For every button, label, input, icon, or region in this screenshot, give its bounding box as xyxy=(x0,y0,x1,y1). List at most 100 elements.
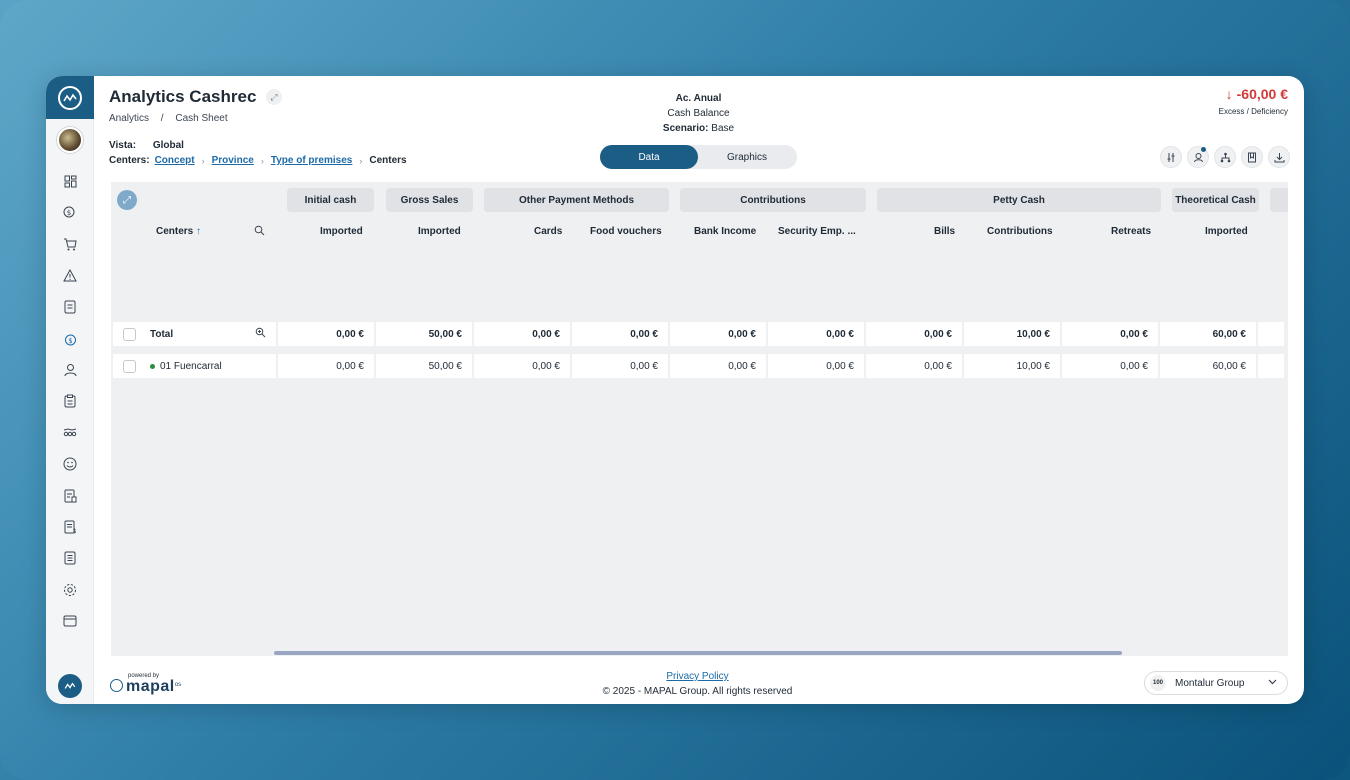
col-theoretical-imported[interactable]: Imported xyxy=(1205,226,1248,237)
col-security-emp[interactable]: Security Emp. ... xyxy=(778,226,856,237)
excess-deficiency-label: Excess / Deficiency xyxy=(1218,107,1288,116)
company-selector[interactable]: 100 Montalur Group xyxy=(1144,671,1288,695)
row-name: 01 Fuencarral xyxy=(160,360,222,372)
search-icon[interactable] xyxy=(254,225,265,239)
privacy-policy-link[interactable]: Privacy Policy xyxy=(666,671,729,682)
smile-icon[interactable] xyxy=(46,449,94,480)
data-grid: ⤢ Initial cash Gross Sales Other Payment… xyxy=(111,182,1288,656)
group-theoretical-cash: Theoretical Cash xyxy=(1172,188,1259,212)
centers-label: Centers: xyxy=(109,155,150,166)
col-bills[interactable]: Bills xyxy=(934,226,956,237)
notification-dot xyxy=(1201,147,1206,152)
document-icon[interactable] xyxy=(46,292,94,323)
svg-text:$: $ xyxy=(68,337,72,345)
excess-deficiency-value: -60,00 € xyxy=(1236,86,1288,102)
centers-link-type-of-premises[interactable]: Type of premises xyxy=(270,155,353,166)
card-icon[interactable] xyxy=(46,605,94,636)
row-name-cell: 01 Fuencarral xyxy=(113,354,278,378)
bookmark-icon[interactable] xyxy=(1241,146,1263,168)
table-cell: 60,00 € xyxy=(1160,322,1258,346)
report-info: Ac. Anual Cash Balance Scenario: Base xyxy=(626,91,771,136)
centers-link-concept[interactable]: Concept xyxy=(154,155,195,166)
table-cell: 0,00 € xyxy=(670,354,768,378)
sidebar-nav: $ $ $ xyxy=(46,166,94,637)
table-cell xyxy=(1258,354,1286,378)
powered-by-label: powered by xyxy=(128,673,160,679)
col-bank-income[interactable]: Bank Income xyxy=(694,226,757,237)
table-cell: 0,00 € xyxy=(866,322,964,346)
col-food-vouchers[interactable]: Food vouchers xyxy=(590,226,662,237)
row-checkbox[interactable] xyxy=(123,359,136,373)
finance-icon[interactable]: $ xyxy=(46,197,94,228)
table-cell: 0,00 € xyxy=(768,354,866,378)
sidebar: $ $ $ xyxy=(46,76,94,704)
col-contributions[interactable]: Contributions xyxy=(987,226,1053,237)
col-gross-imported[interactable]: Imported xyxy=(418,226,461,237)
centers-current: Centers xyxy=(369,155,407,166)
tab-graphics[interactable]: Graphics xyxy=(726,151,767,163)
vista-label: Vista: xyxy=(109,140,137,151)
table-cell: 0,00 € xyxy=(278,354,376,378)
expand-icon[interactable]: ⤢ xyxy=(266,89,282,105)
table-cell: 0,00 € xyxy=(768,322,866,346)
view-toggle: Data Graphics xyxy=(600,145,797,169)
user-icon[interactable] xyxy=(46,354,94,385)
settings-icon[interactable] xyxy=(46,574,94,605)
stats-icon[interactable] xyxy=(46,417,94,448)
dashboard-icon[interactable] xyxy=(46,166,94,197)
chevron-right-icon: › xyxy=(260,155,264,166)
col-retreats[interactable]: Retreats xyxy=(1111,226,1152,237)
brand-name: mapal xyxy=(126,678,175,695)
chevron-right-icon: › xyxy=(201,155,205,166)
excess-deficiency: ↓ -60,00 € Excess / Deficiency xyxy=(1219,86,1288,116)
adjust-icon[interactable] xyxy=(1160,146,1182,168)
expand-grid-icon[interactable]: ⤢ xyxy=(117,190,137,210)
money-bag-icon[interactable]: $ xyxy=(46,323,94,354)
breadcrumb-separator: / xyxy=(160,113,164,124)
report-icon[interactable] xyxy=(46,543,94,574)
sort-up-icon[interactable]: ↑ xyxy=(196,226,202,237)
chevron-right-icon: › xyxy=(359,155,363,166)
group-other-payment-methods: Other Payment Methods xyxy=(484,188,669,212)
receipt-icon[interactable]: $ xyxy=(46,511,94,542)
report-type: Cash Balance xyxy=(667,108,730,119)
scenario-label: Scenario: xyxy=(662,123,709,134)
company-logo: 100 xyxy=(1150,675,1166,691)
user-notification-icon[interactable] xyxy=(1187,146,1209,168)
hierarchy-icon[interactable] xyxy=(1214,146,1236,168)
table-row-total[interactable]: Total 0,00 € 50,00 € 0,00 € 0,00 € 0,00 … xyxy=(113,322,1286,346)
horizontal-scrollbar[interactable] xyxy=(274,651,1122,655)
row-name: Total xyxy=(150,328,174,340)
row-name-cell: Total xyxy=(113,322,278,346)
table-cell: 0,00 € xyxy=(572,322,670,346)
breadcrumb-analytics[interactable]: Analytics xyxy=(109,113,150,124)
avatar[interactable] xyxy=(57,127,83,153)
group-contributions: Contributions xyxy=(680,188,866,212)
centers-path: Centers: Concept › Province › Type of pr… xyxy=(109,155,412,166)
powered-by-logo: powered by mapal os xyxy=(110,672,181,696)
app-logo[interactable] xyxy=(46,76,94,119)
download-icon[interactable] xyxy=(1268,146,1290,168)
vista-row: Vista: Global xyxy=(109,140,184,151)
company-name: Montalur Group xyxy=(1175,677,1245,689)
group-overflow xyxy=(1270,188,1288,212)
table-cell: 0,00 € xyxy=(670,322,768,346)
centers-link-province[interactable]: Province xyxy=(211,155,254,166)
invoice-icon[interactable] xyxy=(46,480,94,511)
tab-data[interactable]: Data xyxy=(600,145,698,169)
app-switcher-button[interactable] xyxy=(58,674,82,698)
breadcrumb-cash-sheet: Cash Sheet xyxy=(175,113,228,124)
report-period: Ac. Anual xyxy=(675,93,722,104)
table-cell: 0,00 € xyxy=(1062,322,1160,346)
col-cards[interactable]: Cards xyxy=(534,226,563,237)
cart-icon[interactable] xyxy=(46,229,94,260)
warning-icon[interactable] xyxy=(46,260,94,291)
col-centers[interactable]: Centers ↑ xyxy=(156,226,201,237)
zoom-in-icon[interactable] xyxy=(255,327,266,341)
col-centers-label: Centers xyxy=(156,226,194,237)
table-row[interactable]: 01 Fuencarral 0,00 € 50,00 € 0,00 € 0,00… xyxy=(113,354,1286,378)
row-checkbox[interactable] xyxy=(123,327,136,341)
col-initial-imported[interactable]: Imported xyxy=(320,226,363,237)
page-title: Analytics Cashrec xyxy=(109,87,257,106)
clipboard-icon[interactable] xyxy=(46,386,94,417)
